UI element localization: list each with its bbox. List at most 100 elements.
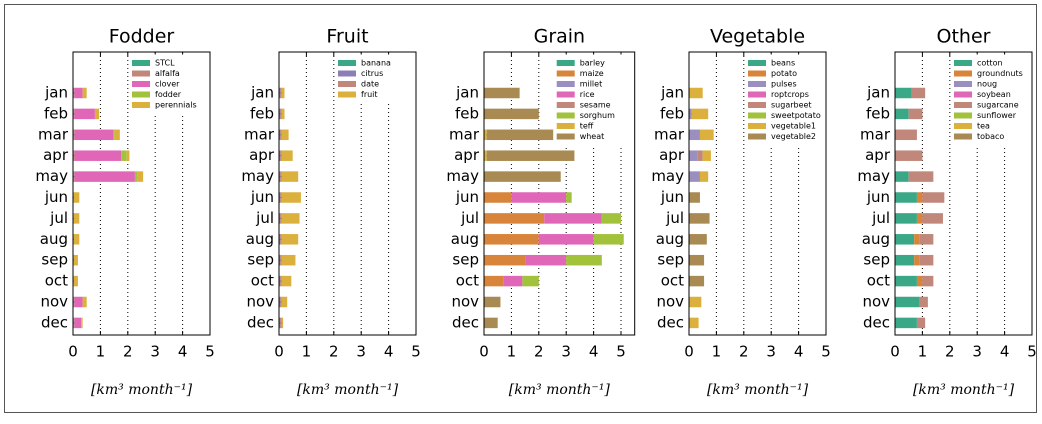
- bar-segment: [281, 317, 284, 329]
- y-tick-label: jul: [665, 209, 684, 227]
- legend-label: sorghum: [580, 111, 615, 120]
- y-tick-label: jun: [866, 188, 890, 206]
- legend-swatch: [748, 133, 766, 140]
- bar-segment: [702, 150, 711, 161]
- bar-segment: [484, 254, 526, 266]
- bar-segment: [279, 129, 281, 141]
- bar-segment: [279, 275, 281, 287]
- y-tick-label: aug: [656, 230, 684, 248]
- y-tick-label: jun: [44, 188, 68, 206]
- bar-segment: [73, 296, 75, 308]
- y-tick-label: dec: [41, 313, 68, 331]
- legend-label: perennials: [155, 101, 197, 110]
- y-tick-label: apr: [249, 146, 275, 164]
- y-tick-label: apr: [659, 146, 685, 164]
- legend-swatch: [954, 133, 972, 140]
- bar-segment: [486, 129, 567, 141]
- y-tick-label: jun: [660, 188, 684, 206]
- bar-segment: [280, 129, 282, 141]
- bar-segment: [689, 129, 700, 141]
- bar-segment: [922, 213, 943, 224]
- x-tick-label: 4: [794, 343, 804, 361]
- y-tick-label: dec: [657, 313, 684, 331]
- bar-segment: [281, 171, 299, 182]
- y-tick-label: jan: [44, 84, 68, 102]
- y-tick-label: aug: [246, 230, 274, 248]
- bar-segment: [82, 87, 87, 99]
- x-axis-label: [km³ month⁻¹]: [91, 382, 193, 398]
- legend-frame: [744, 54, 824, 146]
- bar-segment: [279, 254, 281, 266]
- legend-label: citrus: [361, 69, 383, 78]
- legend-swatch: [556, 123, 575, 129]
- x-tick-label: 2: [123, 343, 133, 361]
- bar-segment: [522, 275, 539, 287]
- bar-segment: [281, 192, 301, 203]
- legend-label: millet: [580, 80, 603, 89]
- bar-segment: [73, 213, 80, 224]
- x-tick-label: 0: [479, 343, 489, 361]
- bar-segment: [281, 296, 288, 308]
- y-tick-label: mar: [449, 125, 480, 143]
- bar-segment: [279, 234, 281, 245]
- y-tick-label: feb: [44, 104, 68, 122]
- y-tick-label: nov: [246, 293, 274, 311]
- bar-segment: [922, 275, 934, 287]
- panel-title: Fruit: [326, 26, 368, 48]
- y-tick-label: may: [446, 167, 479, 185]
- y-tick-label: jan: [455, 84, 479, 102]
- legend-label: cotton: [977, 59, 1003, 68]
- bar-segment: [895, 296, 920, 308]
- legend-frame: [553, 54, 633, 146]
- bar-segment: [281, 254, 296, 266]
- bar-segment: [121, 150, 127, 161]
- bar-segment: [484, 213, 545, 224]
- y-tick-label: oct: [661, 272, 684, 290]
- x-tick-label: 3: [766, 343, 776, 361]
- legend-swatch: [338, 70, 356, 77]
- bar-segment: [484, 108, 539, 120]
- bar-segment: [279, 150, 281, 161]
- bar-segment: [689, 254, 705, 266]
- bar-segment: [916, 192, 923, 203]
- legend-label: date: [361, 80, 379, 89]
- legend-label: maize: [580, 69, 604, 78]
- bar-segment: [895, 108, 909, 120]
- legend-label: alfalfa: [155, 69, 180, 78]
- plot-frame: [483, 51, 636, 336]
- x-axis-label: [km³ month⁻¹]: [509, 382, 611, 398]
- bar-segment: [279, 213, 281, 224]
- legend-label: fodder: [155, 90, 182, 99]
- x-tick-label: 4: [1000, 343, 1010, 361]
- legend-label: sunflower: [977, 111, 1017, 120]
- x-tick-label: 3: [150, 343, 160, 361]
- legend-swatch: [338, 81, 356, 87]
- y-tick-label: jan: [660, 84, 684, 102]
- bar-segment: [908, 108, 923, 120]
- y-tick-label: mar: [38, 125, 69, 143]
- legend-label: barley: [580, 59, 605, 68]
- bar-segment: [73, 129, 75, 141]
- bar-segment: [484, 129, 487, 141]
- legend-swatch: [748, 60, 766, 66]
- y-tick-label: apr: [454, 146, 480, 164]
- bar-segment: [281, 129, 289, 141]
- bar-segment: [895, 192, 917, 203]
- bar-segment: [281, 150, 293, 161]
- x-tick-label: 1: [302, 343, 312, 361]
- x-tick-label: 2: [534, 343, 544, 361]
- bar-segment: [484, 317, 498, 329]
- legend-label: sugarcane: [977, 101, 1019, 110]
- x-tick-label: 1: [918, 343, 928, 361]
- x-tick-label: 0: [890, 343, 900, 361]
- legend-swatch: [338, 60, 356, 66]
- bar-segment: [279, 192, 281, 203]
- x-tick-label: 2: [945, 343, 955, 361]
- y-tick-label: aug: [40, 230, 68, 248]
- bar-segment: [895, 234, 915, 245]
- bar-segment: [113, 129, 115, 141]
- y-tick-label: oct: [251, 272, 274, 290]
- bar-segment: [280, 171, 282, 182]
